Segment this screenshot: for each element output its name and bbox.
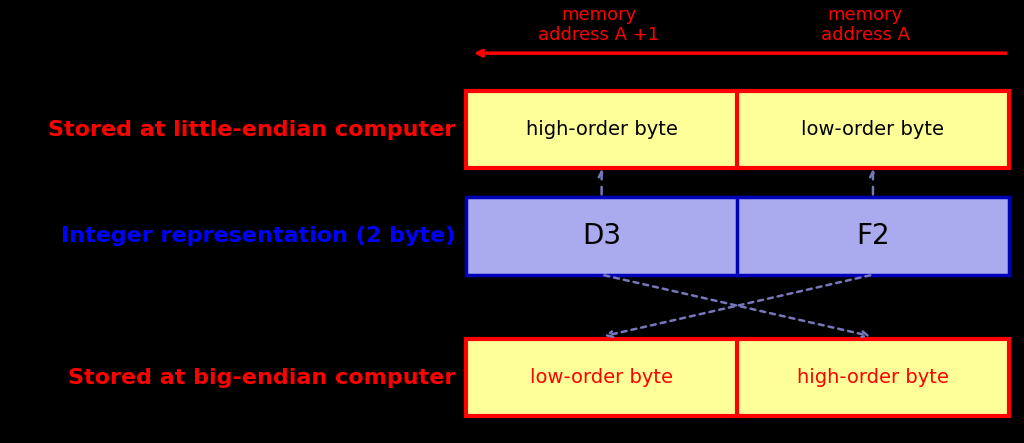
Text: Integer representation (2 byte): Integer representation (2 byte) [61,226,456,246]
FancyBboxPatch shape [466,91,1009,168]
Text: Stored at big-endian computer: Stored at big-endian computer [69,368,456,388]
Text: memory
address A +1: memory address A +1 [539,5,659,44]
FancyBboxPatch shape [466,339,1009,416]
Text: high-order byte: high-order byte [797,368,949,387]
Text: Stored at little-endian computer: Stored at little-endian computer [48,120,456,140]
Text: F2: F2 [856,222,890,250]
Text: D3: D3 [582,222,622,250]
Text: high-order byte: high-order byte [525,120,678,139]
Text: low-order byte: low-order byte [802,120,944,139]
Text: low-order byte: low-order byte [530,368,673,387]
Text: memory
address A: memory address A [821,5,909,44]
FancyBboxPatch shape [466,197,1009,275]
